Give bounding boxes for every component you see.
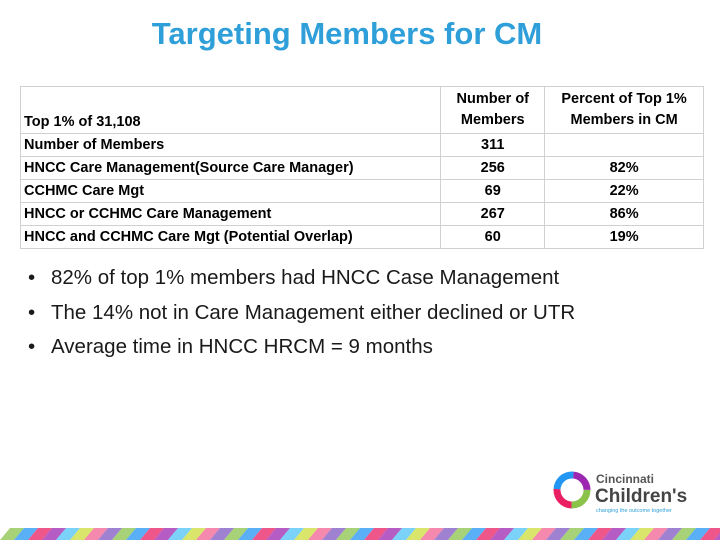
stripe-segment — [686, 528, 710, 540]
stripe-segment — [42, 528, 66, 540]
table-cell: CCHMC Care Mgt — [19, 179, 442, 203]
table-cell: 311 — [440, 133, 546, 157]
table-cell: 82% — [544, 156, 704, 180]
stripe-segment — [28, 528, 52, 540]
stripe-segment — [420, 528, 444, 540]
stripe-segment — [224, 528, 248, 540]
stripe-segment — [672, 528, 696, 540]
stripe-segment — [406, 528, 430, 540]
table-cell — [544, 133, 704, 157]
stripe-segment — [308, 528, 332, 540]
header-row: Top 1% of 31,108 Number of Members Perce… — [19, 86, 704, 134]
table-cell: 60 — [440, 225, 546, 249]
stripe-segment — [434, 528, 458, 540]
stripe-segment — [196, 528, 220, 540]
stripe-segment — [98, 528, 122, 540]
stripe-segment — [532, 528, 556, 540]
table-cell: 19% — [544, 225, 704, 249]
stripe-segment — [238, 528, 262, 540]
logo: Cincinnati Children's changing the outco… — [553, 471, 687, 514]
stripe-segment — [350, 528, 374, 540]
stripe-segment — [112, 528, 136, 540]
stripe-segment — [616, 528, 640, 540]
stripe-segment — [574, 528, 598, 540]
stripe-segment — [560, 528, 584, 540]
table-cell: 69 — [440, 179, 546, 203]
bullet: Average time in HNCC HRCM = 9 months — [20, 335, 575, 370]
stripe-segment — [168, 528, 192, 540]
header-cell: Percent of Top 1% Members in CM — [544, 86, 704, 134]
table-cell: 256 — [440, 156, 546, 180]
table-row: CCHMC Care Mgt 69 22% — [19, 179, 704, 203]
logo-ring — [553, 471, 591, 509]
stripe-segment — [322, 528, 346, 540]
data-table: Top 1% of 31,108 Number of Members Perce… — [19, 86, 704, 249]
bullet-list: 82% of top 1% members had HNCC Case Mana… — [20, 266, 575, 370]
header-cell: Top 1% of 31,108 — [19, 86, 442, 134]
stripe-segment — [126, 528, 150, 540]
stripe-segment — [56, 528, 80, 540]
table-cell: 267 — [440, 202, 546, 226]
stripe-segment — [364, 528, 388, 540]
logo-tagline: changing the outcome together — [596, 508, 672, 514]
stripe-segment — [518, 528, 542, 540]
stripe-segment — [70, 528, 94, 540]
stripe-segment — [588, 528, 612, 540]
stripe-segment — [378, 528, 402, 540]
table-row: HNCC or CCHMC Care Management 267 86% — [19, 202, 704, 226]
stripe-segment — [392, 528, 416, 540]
stripe-segment — [84, 528, 108, 540]
stripe-segment — [182, 528, 206, 540]
stripe-segment — [462, 528, 486, 540]
logo-line2: Children's — [595, 486, 687, 507]
table-cell: 22% — [544, 179, 704, 203]
stripe-segment — [154, 528, 178, 540]
header-cell: Number of Members — [440, 86, 546, 134]
table-cell: HNCC and CCHMC Care Mgt (Potential Overl… — [19, 225, 442, 249]
stripe-segment — [644, 528, 668, 540]
table-cell: HNCC or CCHMC Care Management — [19, 202, 442, 226]
slide-title: Targeting Members for CM — [151, 16, 543, 51]
stripe-segment — [504, 528, 528, 540]
stripe-segment — [476, 528, 500, 540]
logo-ring — [553, 471, 591, 509]
stripe-segment — [14, 528, 38, 540]
table-cell: HNCC Care Management(Source Care Manager… — [19, 156, 442, 180]
stripe-segment — [658, 528, 682, 540]
stripe-segment — [266, 528, 290, 540]
stripe-segment — [210, 528, 234, 540]
stripe-segment — [448, 528, 472, 540]
table-row: HNCC Care Management(Source Care Manager… — [19, 156, 704, 180]
logo-line1: Cincinnati — [596, 472, 654, 486]
stripe-segment — [700, 528, 720, 540]
stripe-segment — [140, 528, 164, 540]
stripe-segment — [336, 528, 360, 540]
table-cell: 86% — [544, 202, 704, 226]
stripe-segment — [0, 528, 24, 540]
bullet: 82% of top 1% members had HNCC Case Mana… — [20, 266, 575, 301]
stripe-segment — [280, 528, 304, 540]
stripe-segment — [546, 528, 570, 540]
table-row: Number of Members 311 — [19, 133, 704, 157]
stripe-segment — [602, 528, 626, 540]
stripe-segment — [490, 528, 514, 540]
footer-stripe — [0, 528, 720, 540]
table-row: HNCC and CCHMC Care Mgt (Potential Overl… — [19, 225, 704, 249]
logo-ring — [553, 471, 591, 509]
stripe-segment — [252, 528, 276, 540]
stripe-segment — [294, 528, 318, 540]
bullet: The 14% not in Care Management either de… — [20, 301, 575, 336]
stripe-segment — [630, 528, 654, 540]
table-cell: Number of Members — [19, 133, 442, 157]
